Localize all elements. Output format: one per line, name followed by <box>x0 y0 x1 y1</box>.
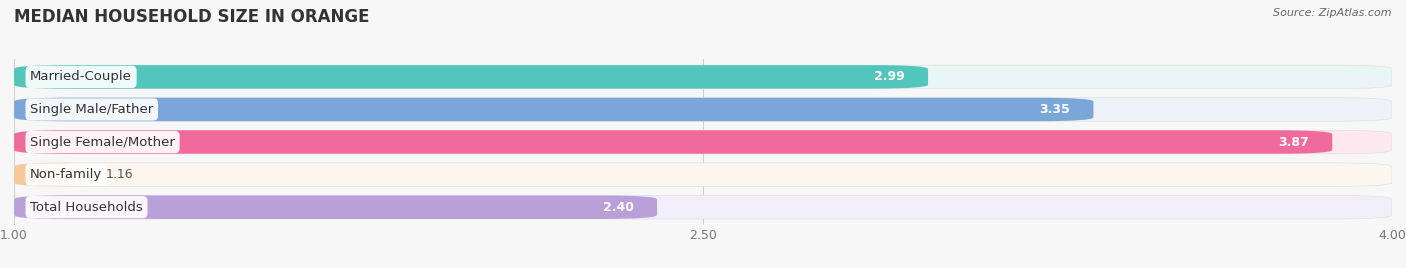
FancyBboxPatch shape <box>14 195 1392 219</box>
Text: Total Households: Total Households <box>30 201 143 214</box>
FancyBboxPatch shape <box>14 195 657 219</box>
Text: 3.87: 3.87 <box>1278 136 1309 148</box>
Text: Married-Couple: Married-Couple <box>30 70 132 83</box>
FancyBboxPatch shape <box>14 65 1392 89</box>
Text: Source: ZipAtlas.com: Source: ZipAtlas.com <box>1274 8 1392 18</box>
Text: 1.16: 1.16 <box>105 168 134 181</box>
Text: 3.35: 3.35 <box>1039 103 1070 116</box>
FancyBboxPatch shape <box>14 163 1392 186</box>
Text: Single Female/Mother: Single Female/Mother <box>30 136 174 148</box>
Text: Non-family: Non-family <box>30 168 103 181</box>
Text: 2.40: 2.40 <box>603 201 634 214</box>
Text: MEDIAN HOUSEHOLD SIZE IN ORANGE: MEDIAN HOUSEHOLD SIZE IN ORANGE <box>14 8 370 26</box>
Text: Single Male/Father: Single Male/Father <box>30 103 153 116</box>
FancyBboxPatch shape <box>14 98 1392 121</box>
FancyBboxPatch shape <box>14 98 1094 121</box>
FancyBboxPatch shape <box>14 130 1392 154</box>
FancyBboxPatch shape <box>14 65 928 89</box>
FancyBboxPatch shape <box>14 163 87 186</box>
Text: 2.99: 2.99 <box>875 70 905 83</box>
FancyBboxPatch shape <box>14 130 1333 154</box>
